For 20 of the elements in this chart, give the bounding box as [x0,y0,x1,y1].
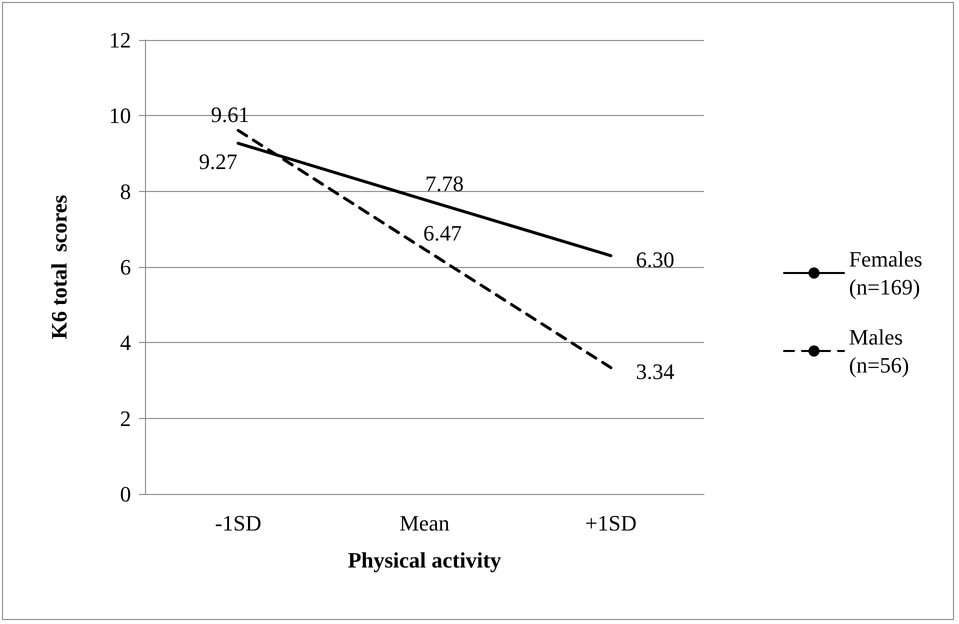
legend-label: Females (n=169) [849,246,928,300]
data-label: 9.27 [198,148,238,174]
data-label: 7.78 [425,171,464,196]
legend-label: Males (n=56) [849,324,910,378]
data-label: 6.47 [423,220,462,246]
y-tick-label: 12 [109,28,131,52]
x-tick-label: -1SD [214,510,262,536]
y-axis-title: K6 total scores [46,194,72,340]
data-label: 6.30 [636,247,674,272]
y-tick-label: 0 [120,482,131,506]
x-tick-label: Mean [399,510,450,536]
data-label: 3.34 [636,359,674,384]
y-tick-label: 10 [109,103,131,128]
x-axis-title: Physical activity [348,548,502,572]
x-tick-label: +1SD [585,510,637,536]
y-tick-label: 8 [120,178,131,204]
data-label: 9.61 [210,102,250,127]
y-tick-label: 4 [120,330,131,356]
y-tick-label: 6 [120,254,131,280]
y-tick-label: 2 [120,406,131,431]
